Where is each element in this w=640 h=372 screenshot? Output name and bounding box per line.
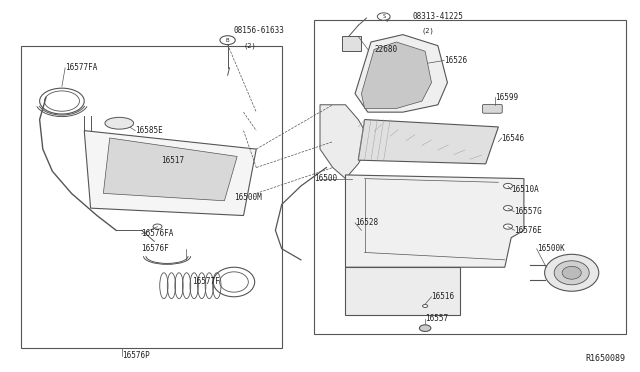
Polygon shape [103,138,237,201]
Text: 16546: 16546 [502,134,525,142]
Text: 16576P: 16576P [122,351,150,360]
Polygon shape [84,131,256,215]
Text: 16557G: 16557G [515,207,542,217]
Ellipse shape [545,254,599,291]
Text: 16500M: 16500M [234,193,262,202]
Text: S: S [382,14,385,19]
Text: 16516: 16516 [431,292,454,301]
Circle shape [504,224,513,229]
Text: 08156-61633: 08156-61633 [234,26,285,35]
Text: 16599: 16599 [495,93,518,102]
Circle shape [504,183,513,189]
Polygon shape [346,267,460,315]
Text: 16510A: 16510A [511,185,539,194]
FancyBboxPatch shape [483,105,502,113]
Text: 16526: 16526 [444,56,467,65]
Circle shape [167,166,177,172]
Ellipse shape [105,117,134,129]
Polygon shape [355,35,447,112]
Ellipse shape [422,305,428,308]
Text: 16577FA: 16577FA [65,63,97,72]
Text: 16500K: 16500K [537,244,564,253]
Text: (2): (2) [422,28,435,34]
Text: 08313-41225: 08313-41225 [412,12,463,21]
Polygon shape [320,105,371,179]
Text: B: B [226,38,229,43]
Text: 16585E: 16585E [135,126,163,135]
Text: 16517: 16517 [161,155,184,165]
Text: 16500: 16500 [314,174,337,183]
Ellipse shape [562,266,581,279]
Text: 16557: 16557 [425,314,448,323]
Ellipse shape [419,325,431,331]
Text: 16576E: 16576E [515,226,542,235]
Text: R1650089: R1650089 [586,354,626,363]
Circle shape [378,13,390,20]
Text: 16576FA: 16576FA [141,230,174,238]
Circle shape [153,224,162,229]
Polygon shape [358,119,499,164]
Text: 16528: 16528 [355,218,378,227]
Circle shape [220,36,236,45]
FancyBboxPatch shape [342,36,362,51]
Text: 16576F: 16576F [141,244,170,253]
Text: 16577F: 16577F [193,278,220,286]
Circle shape [504,206,513,211]
Ellipse shape [554,261,589,285]
Text: (2): (2) [244,42,256,49]
Polygon shape [346,175,524,267]
Text: 22680: 22680 [374,45,397,54]
Polygon shape [362,42,431,109]
